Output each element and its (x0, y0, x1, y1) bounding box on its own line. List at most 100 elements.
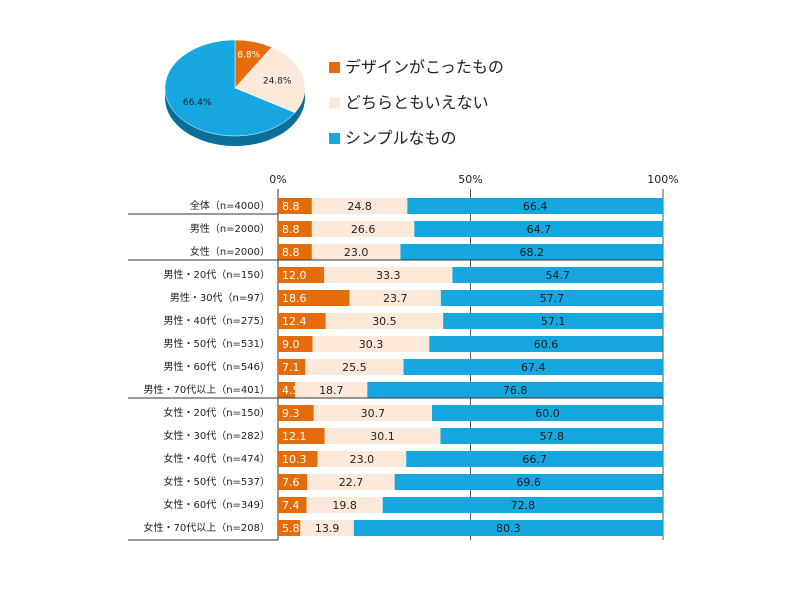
legend-swatch (329, 133, 340, 144)
bar-segment (382, 497, 663, 513)
bar-segment (349, 290, 441, 306)
pie-label: 66.4% (183, 98, 212, 108)
bar-segment (325, 313, 444, 329)
bar-segment (300, 520, 354, 536)
bar-value-label: 13.9 (315, 522, 340, 535)
pie-slice (234, 46, 306, 113)
bar-segment (429, 336, 663, 352)
bar-segment (440, 290, 663, 306)
bar-value-label: 60.6 (534, 338, 559, 351)
pie-chart: 8.8% 24.8% 66.4% (164, 39, 306, 137)
row-label: 女性・30代（n=282） (163, 429, 270, 442)
bar-segment (443, 313, 663, 329)
bar-value-label: 23.7 (383, 292, 408, 305)
row-label: 全体（n=4000） (190, 199, 270, 212)
bar-value-label: 7.4 (282, 499, 300, 512)
pie-label: 8.8% (237, 50, 260, 60)
bar-segment (305, 359, 404, 375)
legend-swatch (329, 62, 340, 73)
bar-segment (311, 198, 408, 214)
bar-value-label: 60.0 (535, 407, 560, 420)
bar-value-label: 30.5 (372, 315, 397, 328)
bar-value-label: 24.8 (347, 200, 372, 213)
row-label: 男性・70代以上（n=401） (143, 383, 270, 396)
legend-label: どちらともいえない (345, 93, 489, 112)
row-label: 男性・60代（n=546） (163, 360, 270, 373)
bar-value-label: 26.6 (351, 223, 376, 236)
bar-segment (353, 520, 663, 536)
bar-segment (400, 244, 663, 260)
bar-segment (278, 451, 318, 467)
bar-value-label: 76.8 (503, 384, 528, 397)
row-label: 女性・40代（n=474） (163, 452, 270, 465)
row-label: 男性・50代（n=531） (163, 337, 270, 350)
bar-chart: 0% 50% 100% 全体（n=4000） 8.8 24.8 66.4 男性（n=2000）… (143, 173, 679, 540)
bar-value-label: 23.0 (350, 453, 375, 466)
row-label: 男性・40代（n=275） (163, 314, 270, 327)
bar-value-label: 67.4 (521, 361, 546, 374)
bar-segment (278, 313, 326, 329)
bar-segment (324, 267, 453, 283)
bar-segment (307, 474, 395, 490)
bar-segment (278, 290, 350, 306)
bar-value-label: 8.8 (282, 246, 300, 259)
bar-value-label: 5.8 (282, 522, 300, 535)
bar-value-label: 4.5 (282, 384, 300, 397)
bar-value-label: 69.6 (516, 476, 541, 489)
bar-value-label: 9.0 (282, 338, 300, 351)
bar-value-label: 30.1 (370, 430, 395, 443)
bar-segment (317, 451, 407, 467)
bar-value-label: 30.7 (361, 407, 386, 420)
bar-value-label: 25.5 (342, 361, 367, 374)
bar-segment (414, 221, 664, 237)
bar-segment (278, 198, 312, 214)
bar-segment (324, 428, 441, 444)
legend-swatch (329, 97, 340, 109)
bar-segment (313, 405, 432, 421)
bar-segment (394, 474, 663, 490)
bar-value-label: 23.0 (344, 246, 369, 259)
separators (128, 213, 663, 541)
x-tick-label: 100% (647, 173, 678, 186)
bar-value-label: 30.3 (359, 338, 384, 351)
bar-value-label: 66.4 (523, 200, 548, 213)
bar-segment (278, 221, 312, 237)
legend-label: シンプルなもの (345, 129, 457, 148)
bar-segment (311, 244, 401, 260)
x-tick-label: 50% (458, 173, 482, 186)
bar-value-label: 12.1 (282, 430, 307, 443)
bar-value-label: 10.3 (282, 453, 307, 466)
bar-segment (278, 382, 296, 398)
bar-segment (403, 359, 663, 375)
bar-value-label: 7.6 (282, 476, 300, 489)
bar-value-label: 57.7 (540, 292, 565, 305)
bar-segment (432, 405, 663, 421)
pie-slice (164, 39, 296, 137)
bar-segment (278, 336, 313, 352)
pie-label: 24.8% (263, 76, 292, 86)
bar-value-label: 12.4 (282, 315, 307, 328)
row-label: 女性・60代（n=349） (163, 498, 270, 511)
bar-value-label: 33.3 (376, 269, 401, 282)
bar-segment (278, 359, 306, 375)
bar-value-label: 12.0 (282, 269, 307, 282)
bar-value-label: 68.2 (519, 246, 544, 259)
bar-value-label: 57.1 (541, 315, 566, 328)
legend-label: デザインがこったもの (345, 58, 504, 77)
bar-segment (406, 451, 663, 467)
row-label: 男性・30代（n=97） (170, 291, 270, 304)
bar-segment (278, 428, 325, 444)
bar-segment (278, 520, 301, 536)
bar-value-label: 54.7 (545, 269, 570, 282)
bar-segment (278, 267, 325, 283)
bar-segment (312, 336, 430, 352)
row-label: 女性・50代（n=537） (163, 475, 270, 488)
bar-value-label: 8.8 (282, 200, 300, 213)
row-label: 女性（n=2000） (190, 245, 270, 258)
bar-segment (278, 474, 308, 490)
x-tick-label: 0% (269, 173, 286, 186)
row-label: 女性・20代（n=150） (163, 406, 270, 419)
bar-segment (367, 382, 663, 398)
bar-value-label: 18.7 (319, 384, 344, 397)
